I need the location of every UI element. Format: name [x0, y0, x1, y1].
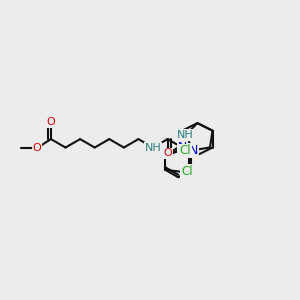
Text: N: N [178, 141, 187, 154]
Text: NH: NH [177, 130, 194, 140]
Text: O: O [163, 148, 172, 158]
Text: Cl: Cl [179, 145, 191, 158]
Text: Cl: Cl [182, 165, 193, 178]
Text: N: N [189, 144, 198, 157]
Text: O: O [33, 143, 41, 153]
Text: O: O [46, 117, 55, 127]
Text: NH: NH [145, 142, 161, 152]
